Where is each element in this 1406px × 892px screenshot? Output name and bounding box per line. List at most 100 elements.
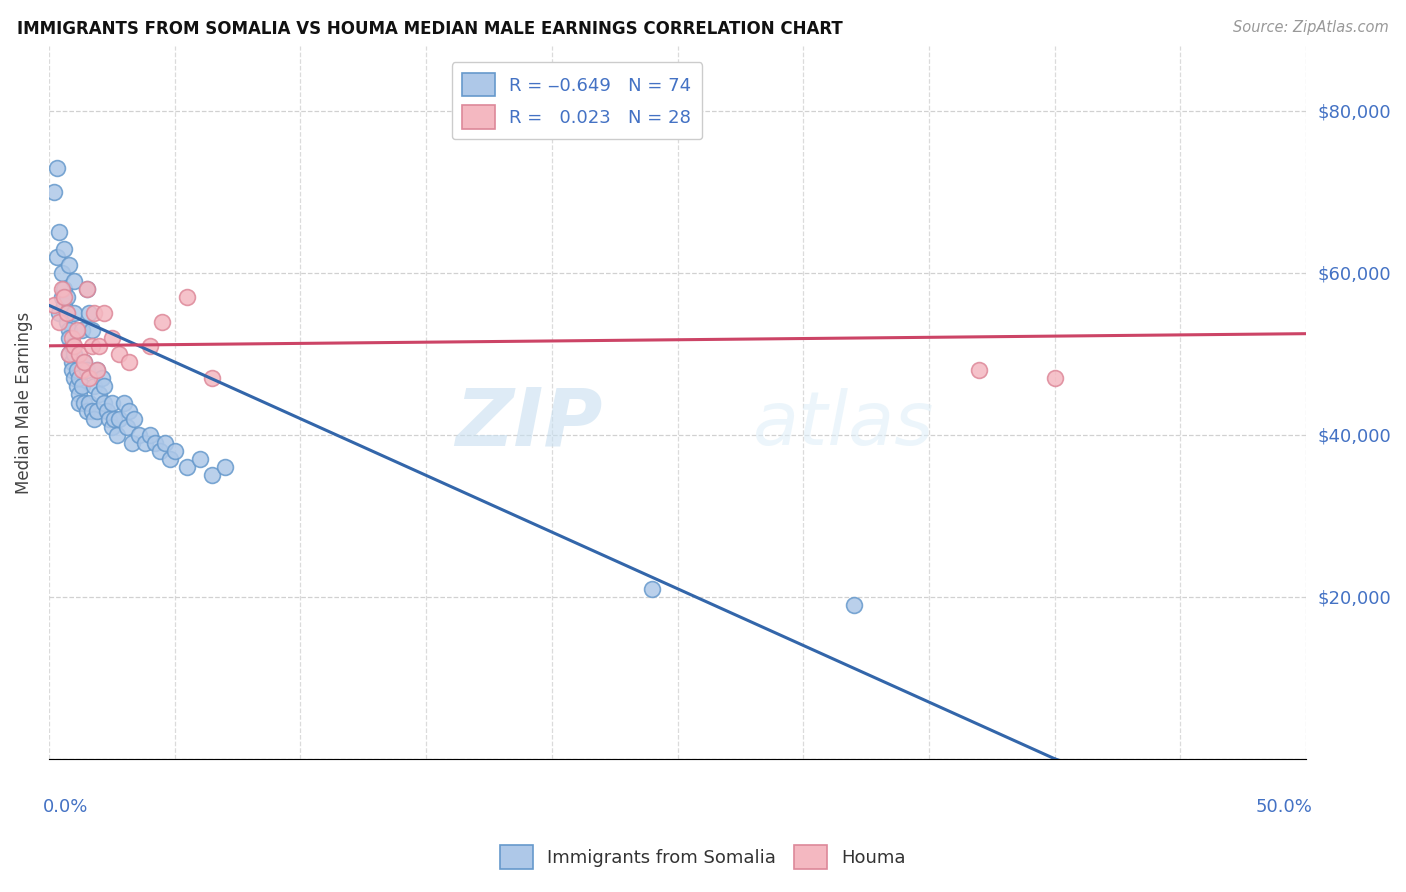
- Point: [188, 452, 211, 467]
- Point: [76, 363, 98, 377]
- Point: [128, 428, 150, 442]
- Point: [89, 387, 111, 401]
- Point: [45, 250, 67, 264]
- Point: [63, 339, 86, 353]
- Point: [76, 282, 98, 296]
- Text: ZIP: ZIP: [454, 384, 602, 463]
- Point: [118, 355, 141, 369]
- Point: [201, 468, 224, 483]
- Point: [134, 436, 156, 450]
- Point: [66, 379, 89, 393]
- Point: [73, 395, 96, 409]
- Point: [77, 306, 100, 320]
- Legend: Immigrants from Somalia, Houma: Immigrants from Somalia, Houma: [494, 838, 912, 876]
- Text: Source: ZipAtlas.com: Source: ZipAtlas.com: [1233, 20, 1389, 35]
- Point: [86, 363, 108, 377]
- Point: [201, 371, 224, 385]
- Point: [1043, 371, 1066, 385]
- Point: [115, 419, 138, 434]
- Point: [149, 444, 172, 458]
- Point: [63, 371, 86, 385]
- Point: [93, 306, 115, 320]
- Point: [55, 306, 77, 320]
- Point: [48, 226, 70, 240]
- Point: [98, 411, 121, 425]
- Point: [58, 347, 80, 361]
- Point: [90, 371, 112, 385]
- Text: atlas: atlas: [754, 388, 935, 460]
- Text: 0.0%: 0.0%: [42, 798, 89, 816]
- Point: [93, 395, 115, 409]
- Point: [53, 290, 76, 304]
- Point: [108, 347, 131, 361]
- Point: [77, 395, 100, 409]
- Legend: R = ‒0.649   N = 74, R =   0.023   N = 28: R = ‒0.649 N = 74, R = 0.023 N = 28: [451, 62, 703, 139]
- Point: [124, 411, 146, 425]
- Point: [105, 428, 128, 442]
- Point: [138, 339, 160, 353]
- Point: [67, 347, 90, 361]
- Point: [51, 290, 73, 304]
- Point: [67, 395, 90, 409]
- Point: [96, 403, 118, 417]
- Point: [214, 460, 236, 475]
- Point: [83, 411, 105, 425]
- Point: [89, 339, 111, 353]
- Point: [48, 314, 70, 328]
- Point: [80, 403, 103, 417]
- Text: IMMIGRANTS FROM SOMALIA VS HOUMA MEDIAN MALE EARNINGS CORRELATION CHART: IMMIGRANTS FROM SOMALIA VS HOUMA MEDIAN …: [17, 20, 842, 37]
- Point: [73, 355, 96, 369]
- Point: [80, 323, 103, 337]
- Point: [58, 331, 80, 345]
- Point: [60, 363, 83, 377]
- Point: [53, 282, 76, 296]
- Point: [48, 306, 70, 320]
- Point: [176, 460, 198, 475]
- Point: [60, 331, 83, 345]
- Point: [55, 290, 77, 304]
- Point: [63, 347, 86, 361]
- Point: [67, 371, 90, 385]
- Point: [176, 290, 198, 304]
- Point: [60, 339, 83, 353]
- Point: [101, 395, 124, 409]
- Point: [101, 331, 124, 345]
- Point: [163, 444, 186, 458]
- Point: [51, 282, 73, 296]
- Y-axis label: Median Male Earnings: Median Male Earnings: [15, 311, 32, 493]
- Point: [66, 323, 89, 337]
- Point: [86, 363, 108, 377]
- Point: [60, 355, 83, 369]
- Point: [70, 363, 93, 377]
- Point: [70, 379, 93, 393]
- Point: [83, 379, 105, 393]
- Point: [42, 298, 65, 312]
- Point: [58, 323, 80, 337]
- Point: [70, 323, 93, 337]
- Point: [63, 306, 86, 320]
- Point: [101, 419, 124, 434]
- Point: [55, 314, 77, 328]
- Point: [121, 436, 143, 450]
- Point: [58, 258, 80, 272]
- Point: [80, 339, 103, 353]
- Point: [77, 371, 100, 385]
- Point: [63, 274, 86, 288]
- Point: [42, 185, 65, 199]
- Point: [103, 411, 125, 425]
- Point: [967, 363, 990, 377]
- Text: 50.0%: 50.0%: [1256, 798, 1312, 816]
- Point: [112, 395, 135, 409]
- Point: [76, 282, 98, 296]
- Point: [93, 379, 115, 393]
- Point: [108, 411, 131, 425]
- Point: [76, 403, 98, 417]
- Point: [118, 403, 141, 417]
- Point: [150, 314, 173, 328]
- Point: [67, 387, 90, 401]
- Point: [138, 428, 160, 442]
- Point: [159, 452, 181, 467]
- Point: [55, 306, 77, 320]
- Point: [51, 266, 73, 280]
- Point: [83, 306, 105, 320]
